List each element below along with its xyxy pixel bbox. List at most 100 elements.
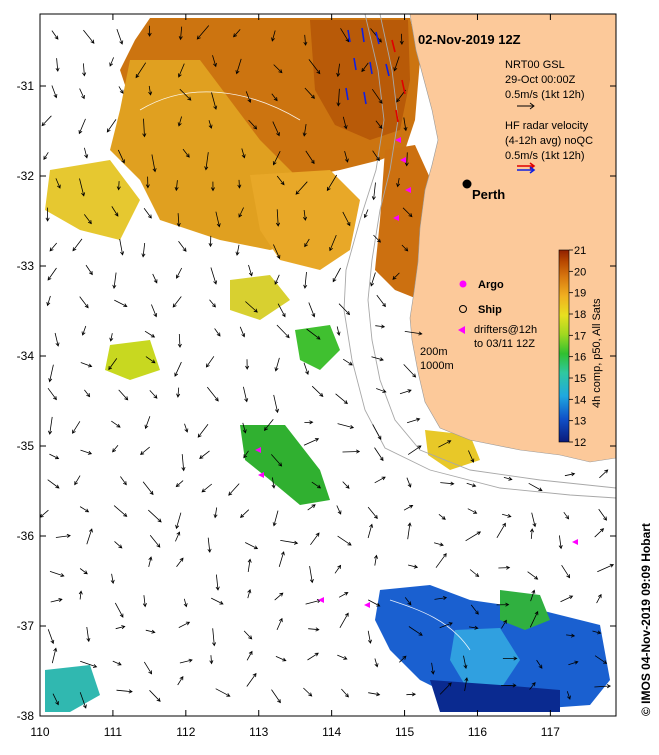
current-vector bbox=[373, 234, 381, 243]
current-vector bbox=[470, 604, 479, 615]
current-vector bbox=[392, 272, 400, 280]
current-vector bbox=[368, 599, 381, 607]
lat-tick-label: -36 bbox=[17, 529, 35, 543]
current-vector bbox=[371, 182, 376, 201]
current-vector bbox=[467, 508, 478, 514]
current-vector bbox=[563, 511, 570, 520]
current-vector bbox=[114, 299, 128, 307]
current-vector bbox=[276, 617, 283, 631]
current-vector bbox=[55, 178, 61, 189]
current-vector bbox=[55, 58, 60, 72]
current-vector bbox=[178, 63, 185, 78]
current-vector bbox=[106, 119, 117, 133]
current-vector bbox=[501, 619, 507, 629]
argo-label: Argo bbox=[478, 279, 504, 291]
current-vector bbox=[72, 238, 83, 252]
axis-ticks bbox=[39, 14, 616, 717]
colorbar-tick-label: 21 bbox=[574, 245, 586, 257]
current-vector bbox=[399, 389, 412, 395]
current-vector bbox=[295, 181, 308, 195]
current-vector bbox=[273, 64, 283, 74]
colorbar bbox=[558, 249, 570, 443]
current-vector bbox=[148, 509, 162, 523]
radar-label-2: (4-12h avg) noQC bbox=[505, 135, 593, 147]
drifter-marker bbox=[572, 539, 578, 545]
current-vector bbox=[339, 612, 349, 628]
current-vector bbox=[82, 63, 87, 77]
current-vector bbox=[51, 85, 58, 99]
current-vector bbox=[367, 506, 378, 520]
current-vector bbox=[215, 574, 220, 591]
current-vector bbox=[342, 211, 351, 227]
sst-green-patch-b bbox=[240, 425, 330, 505]
lat-tick-label: -37 bbox=[17, 619, 35, 633]
current-vector bbox=[408, 564, 419, 569]
current-vector bbox=[47, 267, 57, 281]
city-label-perth: Perth bbox=[472, 187, 505, 202]
current-vector bbox=[78, 118, 86, 135]
current-vector bbox=[309, 566, 314, 584]
current-vector bbox=[80, 362, 93, 368]
current-vector bbox=[439, 682, 452, 695]
current-vector bbox=[404, 152, 409, 167]
current-vector bbox=[79, 692, 87, 709]
radar-label-3: 0.5m/s (1kt 12h) bbox=[505, 150, 584, 162]
colorbar-tick-label: 20 bbox=[574, 266, 586, 278]
current-vector bbox=[199, 450, 210, 460]
current-vector bbox=[307, 504, 316, 511]
current-vector bbox=[370, 272, 376, 287]
current-vector bbox=[468, 625, 479, 630]
current-vector bbox=[374, 658, 379, 668]
current-vector bbox=[239, 326, 246, 338]
current-vector bbox=[83, 29, 95, 44]
radar-vector bbox=[385, 63, 390, 77]
current-vector bbox=[342, 449, 361, 454]
current-vector bbox=[196, 25, 210, 40]
current-vector bbox=[86, 626, 91, 643]
current-vector bbox=[54, 332, 60, 347]
lon-tick-label: 112 bbox=[176, 725, 195, 739]
current-vector bbox=[403, 505, 414, 511]
drifter-tracks bbox=[255, 137, 578, 608]
current-vector bbox=[597, 563, 615, 573]
current-vector bbox=[263, 419, 274, 431]
drifter-label-2: to 03/11 12Z bbox=[474, 338, 535, 350]
current-vector bbox=[361, 62, 369, 73]
perth-marker bbox=[462, 179, 472, 189]
current-vector bbox=[406, 692, 417, 697]
radar-vector bbox=[347, 29, 351, 43]
radar-vector bbox=[375, 31, 380, 45]
current-vector bbox=[47, 479, 60, 489]
current-vector bbox=[433, 542, 444, 547]
current-vector bbox=[376, 294, 386, 308]
current-vector bbox=[310, 532, 320, 546]
current-vector bbox=[120, 476, 127, 486]
current-vector bbox=[594, 684, 612, 689]
current-vector bbox=[176, 267, 183, 279]
current-vector bbox=[208, 235, 213, 248]
current-vector bbox=[109, 57, 114, 67]
current-vector bbox=[209, 655, 214, 665]
current-vector bbox=[118, 389, 129, 401]
current-vector bbox=[326, 174, 338, 192]
current-vector bbox=[83, 214, 92, 225]
current-vector bbox=[342, 116, 348, 130]
current-vector bbox=[206, 386, 219, 402]
lon-tick-label: 117 bbox=[541, 725, 560, 739]
current-vector bbox=[86, 528, 93, 545]
current-vector bbox=[46, 295, 51, 307]
current-vector bbox=[430, 662, 435, 675]
current-vector bbox=[143, 661, 153, 675]
current-vector bbox=[116, 28, 124, 45]
current-vector bbox=[207, 537, 212, 553]
isobath-200m bbox=[367, 14, 616, 489]
current-vector bbox=[247, 558, 252, 572]
current-vector bbox=[176, 213, 181, 228]
current-vector bbox=[205, 356, 215, 368]
current-vectors bbox=[40, 25, 615, 709]
current-vector bbox=[407, 445, 422, 455]
current-vector bbox=[408, 626, 423, 636]
current-vector bbox=[212, 628, 217, 647]
radar-vector bbox=[345, 87, 349, 101]
current-vector bbox=[179, 88, 192, 101]
